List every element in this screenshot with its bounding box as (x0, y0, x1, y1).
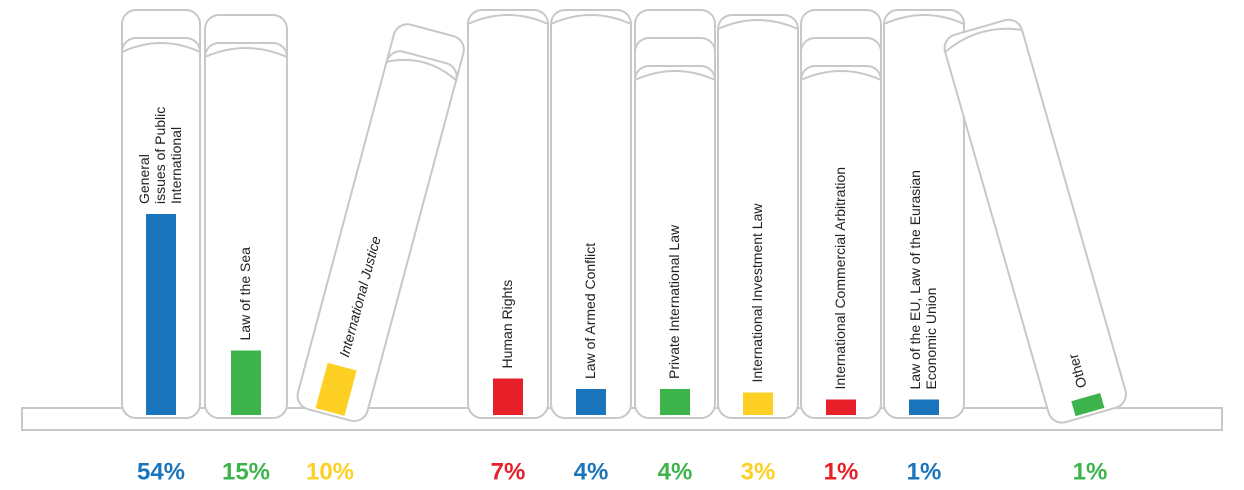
category-label: International Commercial Arbitration (832, 167, 848, 390)
bar (826, 400, 856, 416)
category-label-line: Private International Law (666, 224, 682, 379)
book: Law of Armed Conflict (551, 10, 631, 418)
bar (231, 351, 261, 416)
category-label-line: issues of Public (152, 107, 168, 204)
value-label: 1% (1073, 458, 1108, 485)
bar (576, 389, 606, 415)
value-label: 15% (222, 458, 270, 485)
category-label-line: International Investment Law (749, 203, 765, 383)
book-spine (294, 48, 459, 424)
bar (743, 393, 773, 416)
value-label: 1% (824, 458, 859, 485)
category-label: Private International Law (666, 224, 682, 379)
value-label: 10% (306, 458, 354, 485)
book: International Commercial Arbitration (801, 10, 881, 418)
category-label: International Investment Law (749, 203, 765, 383)
page: Generalissues of PublicInternational 54% L… (0, 0, 1244, 490)
value-label: 54% (137, 458, 185, 485)
bar (146, 214, 176, 415)
category-label-line: International Commercial Arbitration (832, 167, 848, 390)
bar (493, 379, 523, 416)
category-label-line: International (168, 127, 184, 204)
category-label-line: General (136, 154, 152, 204)
book: Law of the Sea (205, 15, 287, 418)
value-label: 7% (491, 458, 526, 485)
book: Generalissues of PublicInternational (122, 10, 200, 418)
category-label: Law of Armed Conflict (582, 243, 598, 379)
book-spine (941, 16, 1129, 425)
bar (660, 389, 690, 415)
value-label: 3% (741, 458, 776, 485)
book: Other (941, 16, 1129, 425)
category-label-line: Economic Union (923, 288, 939, 390)
category-label: Human Rights (499, 280, 515, 369)
category-label-line: Law of the EU, Law of the Eurasian (907, 170, 923, 389)
book: Human Rights (468, 10, 548, 418)
category-label: Law of the Sea (237, 247, 253, 341)
book: International Justice (294, 21, 467, 424)
value-label: 1% (907, 458, 942, 485)
value-label: 4% (574, 458, 609, 485)
category-label-line: Law of the Sea (237, 247, 253, 341)
book: International Investment Law (718, 15, 798, 418)
bar (909, 400, 939, 416)
category-label-line: Law of Armed Conflict (582, 243, 598, 379)
book: Private International Law (635, 10, 715, 418)
category-label-line: Human Rights (499, 280, 515, 369)
chart: Generalissues of PublicInternational 54% L… (0, 0, 1244, 490)
value-label: 4% (658, 458, 693, 485)
